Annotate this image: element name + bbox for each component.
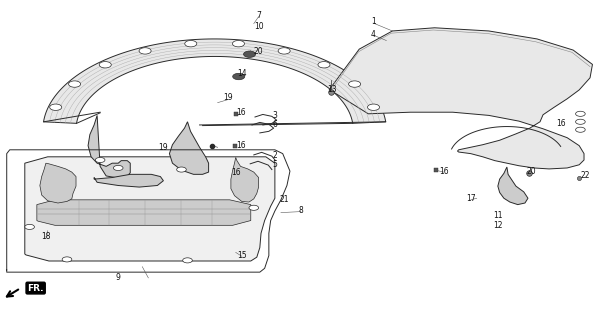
Text: 13: 13 bbox=[327, 85, 337, 94]
Circle shape bbox=[233, 73, 245, 80]
Circle shape bbox=[69, 81, 80, 87]
Circle shape bbox=[576, 119, 585, 124]
Text: 16: 16 bbox=[439, 167, 448, 176]
Polygon shape bbox=[329, 28, 593, 169]
Text: 15: 15 bbox=[237, 251, 246, 260]
Text: 10: 10 bbox=[254, 22, 263, 31]
Text: 16: 16 bbox=[231, 168, 240, 177]
Polygon shape bbox=[43, 39, 386, 123]
Circle shape bbox=[62, 257, 72, 262]
Text: 2: 2 bbox=[272, 151, 277, 160]
Text: 16: 16 bbox=[236, 108, 245, 117]
Text: 1: 1 bbox=[371, 17, 376, 26]
Circle shape bbox=[576, 111, 585, 116]
Text: FR.: FR. bbox=[27, 284, 44, 292]
Circle shape bbox=[182, 258, 192, 263]
Text: 9: 9 bbox=[116, 273, 121, 282]
Text: 19: 19 bbox=[223, 93, 233, 102]
Text: 5: 5 bbox=[272, 160, 277, 169]
Text: 21: 21 bbox=[279, 195, 289, 204]
Circle shape bbox=[99, 61, 111, 68]
Text: 4: 4 bbox=[371, 30, 376, 39]
Polygon shape bbox=[231, 157, 259, 202]
Circle shape bbox=[249, 205, 259, 210]
Text: 18: 18 bbox=[41, 232, 51, 241]
Text: 7: 7 bbox=[256, 11, 261, 20]
Circle shape bbox=[349, 81, 361, 87]
Text: 20: 20 bbox=[526, 167, 536, 176]
Text: 19: 19 bbox=[159, 143, 168, 152]
Circle shape bbox=[243, 51, 255, 57]
Text: 20: 20 bbox=[254, 47, 263, 56]
Polygon shape bbox=[94, 174, 164, 187]
Text: 17: 17 bbox=[466, 194, 475, 203]
Circle shape bbox=[367, 104, 379, 110]
Circle shape bbox=[176, 167, 186, 172]
Circle shape bbox=[185, 41, 197, 47]
Text: 3: 3 bbox=[272, 111, 277, 120]
Text: 12: 12 bbox=[493, 221, 503, 230]
Polygon shape bbox=[498, 167, 528, 204]
Text: 8: 8 bbox=[298, 206, 303, 215]
Text: 16: 16 bbox=[556, 119, 566, 128]
Circle shape bbox=[576, 127, 585, 132]
Text: 22: 22 bbox=[580, 172, 590, 180]
Text: 6: 6 bbox=[272, 120, 277, 130]
Circle shape bbox=[318, 61, 330, 68]
Text: 14: 14 bbox=[237, 69, 246, 78]
Polygon shape bbox=[25, 157, 275, 261]
Circle shape bbox=[95, 157, 105, 163]
Text: 11: 11 bbox=[493, 211, 503, 220]
Circle shape bbox=[25, 224, 34, 229]
Circle shape bbox=[114, 165, 123, 171]
Polygon shape bbox=[88, 116, 130, 179]
Circle shape bbox=[278, 48, 290, 54]
Polygon shape bbox=[37, 200, 251, 225]
Circle shape bbox=[50, 104, 62, 110]
Polygon shape bbox=[170, 122, 208, 174]
Polygon shape bbox=[40, 163, 76, 203]
Circle shape bbox=[139, 48, 151, 54]
Text: 16: 16 bbox=[236, 141, 245, 150]
Circle shape bbox=[233, 41, 245, 47]
